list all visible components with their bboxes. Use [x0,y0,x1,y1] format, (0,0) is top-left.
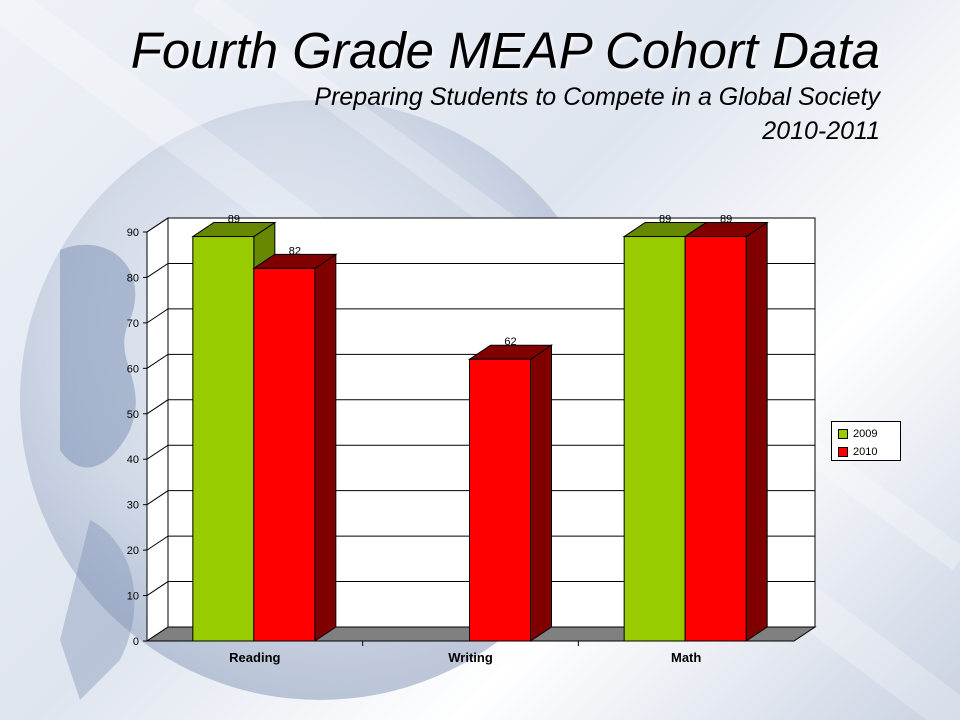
bar-2009-reading [192,236,255,642]
bar-2010-reading [253,267,316,642]
category-label-writing: Writing [448,650,493,665]
bar-2010-reading-side [314,253,337,642]
y-tick-label: 90 [127,227,139,239]
data-label-2010-reading: 82 [289,245,301,257]
data-label-2009-math: 89 [659,214,671,226]
plot-side-wall [146,217,169,642]
gridline [146,262,815,278]
legend-item-2009: 2009 [838,428,877,440]
gridline [146,444,815,460]
legend-label-2010: 2010 [853,446,878,458]
bar-2010-math [684,236,747,642]
category-label-reading: Reading [229,650,280,665]
legend-swatch-2010 [838,447,848,457]
slide-title: Fourth Grade MEAP Cohort Data [130,22,880,79]
gridline [146,217,815,233]
y-tick-label: 40 [127,454,139,466]
title-block: Fourth Grade MEAP Cohort Data Preparing … [120,22,880,147]
gridline [146,535,815,551]
bar-2010-writing [469,358,531,642]
legend-swatch-2009 [838,429,848,439]
slide-subtitle: Preparing Students to Compete in a Globa… [314,83,880,111]
y-tick-label: 10 [127,591,139,603]
data-label-2010-math: 89 [720,214,732,226]
bar-2010-writing-side [530,344,552,642]
gridline [146,353,815,369]
y-tick-label: 0 [133,636,139,648]
gridline [146,490,815,506]
y-tick-label: 30 [127,500,139,512]
y-tick-label: 50 [127,409,139,421]
y-tick-label: 70 [127,318,139,330]
gridline [146,308,815,324]
data-label-2010-writing: 62 [504,336,516,348]
slide-subtitle-year: 2010-2011 [762,117,880,145]
legend-item-2010: 2010 [838,446,877,458]
y-tick-label: 60 [127,363,139,375]
data-label-2009-reading: 89 [228,214,240,226]
bar-2009-math [623,236,686,642]
category-label-math: Math [671,650,701,665]
bar-2010-math-side [745,221,768,642]
legend-label-2009: 2009 [853,428,878,440]
gridline [146,399,815,415]
y-tick-label: 80 [127,272,139,284]
chart-legend: 2009 2010 [831,421,901,461]
gridline [146,581,815,596]
y-tick-label: 20 [127,545,139,557]
